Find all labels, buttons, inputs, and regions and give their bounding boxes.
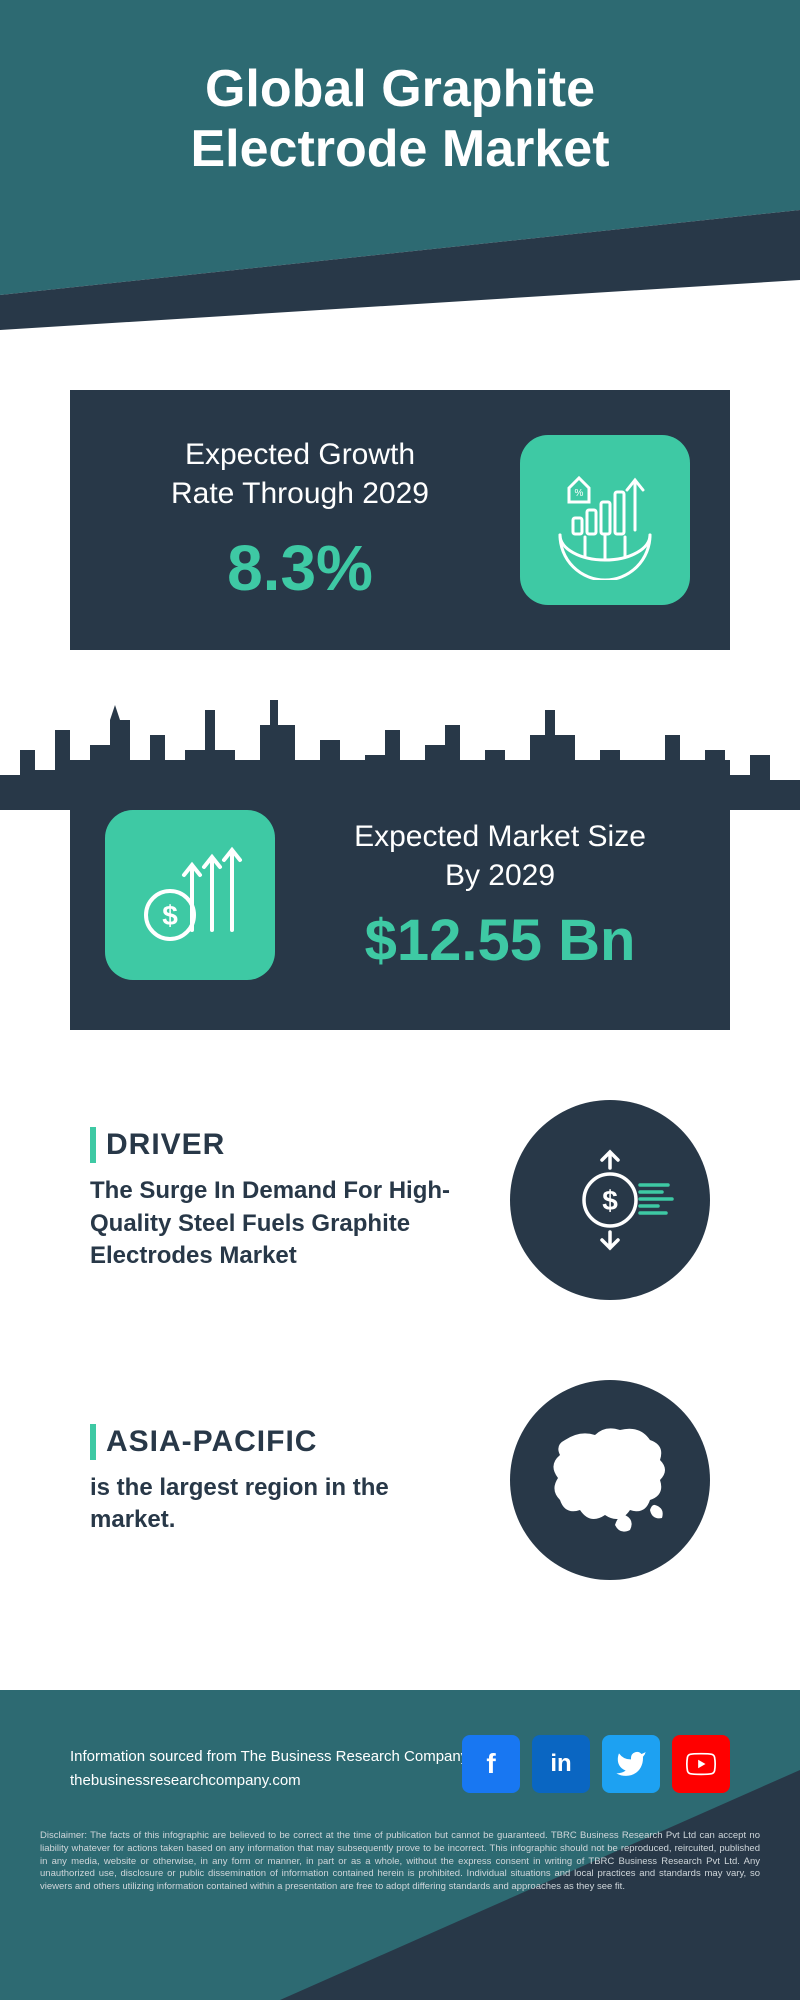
region-text: ASIA-PACIFIC is the largest region in th… — [90, 1424, 480, 1537]
growth-chart-globe-icon: % — [520, 435, 690, 605]
svg-text:$: $ — [602, 1185, 618, 1216]
growth-rate-block: Expected Growth Rate Through 2029 8.3% — [70, 390, 730, 650]
asia-pacific-globe-icon — [510, 1380, 710, 1580]
social-links: f in — [462, 1735, 730, 1793]
driver-body: The Surge In Demand For High-Quality Ste… — [90, 1175, 480, 1272]
title-line-2: Electrode Market — [190, 120, 609, 178]
dollar-cycle-icon: $ — [510, 1100, 710, 1300]
twitter-icon — [615, 1748, 647, 1780]
infographic-page: Global Graphite Electrode Market Expecte… — [0, 0, 800, 2000]
driver-heading: DRIVER — [90, 1127, 480, 1163]
dollar-arrows-up-icon: $ — [105, 810, 275, 980]
youtube-link[interactable] — [672, 1735, 730, 1793]
market-size-block: $ Expected Market Size By 2029 $12.55 Bn — [70, 760, 730, 1030]
market-size-label: Expected Market Size By 2029 — [305, 817, 695, 895]
accent-bar-icon — [90, 1424, 96, 1460]
accent-bar-icon — [90, 1127, 96, 1163]
growth-rate-text: Expected Growth Rate Through 2029 8.3% — [110, 435, 490, 605]
driver-row: DRIVER The Surge In Demand For High-Qual… — [90, 1100, 710, 1300]
twitter-link[interactable] — [602, 1735, 660, 1793]
disclaimer-text: Disclaimer: The facts of this infographi… — [40, 1830, 760, 1894]
linkedin-link[interactable]: in — [532, 1735, 590, 1793]
title-line-1: Global Graphite — [205, 60, 595, 118]
footer-source: Information sourced from The Business Re… — [70, 1745, 468, 1793]
svg-text:$: $ — [162, 900, 178, 931]
facebook-link[interactable]: f — [462, 1735, 520, 1793]
page-title: Global Graphite Electrode Market — [0, 60, 800, 180]
facebook-icon: f — [486, 1748, 495, 1780]
market-size-value: $12.55 Bn — [305, 907, 695, 974]
region-row: ASIA-PACIFIC is the largest region in th… — [90, 1380, 710, 1580]
svg-text:%: % — [575, 488, 584, 499]
linkedin-icon: in — [550, 1750, 571, 1778]
youtube-icon — [684, 1747, 718, 1781]
region-body: is the largest region in the market. — [90, 1472, 480, 1537]
footer-source-line1: Information sourced from The Business Re… — [70, 1745, 468, 1769]
driver-text: DRIVER The Surge In Demand For High-Qual… — [90, 1127, 480, 1272]
growth-rate-value: 8.3% — [110, 531, 490, 605]
footer-source-line2: thebusinessresearchcompany.com — [70, 1769, 468, 1793]
growth-rate-label: Expected Growth Rate Through 2029 — [110, 435, 490, 513]
region-heading: ASIA-PACIFIC — [90, 1424, 480, 1460]
market-size-text: Expected Market Size By 2029 $12.55 Bn — [305, 817, 695, 974]
